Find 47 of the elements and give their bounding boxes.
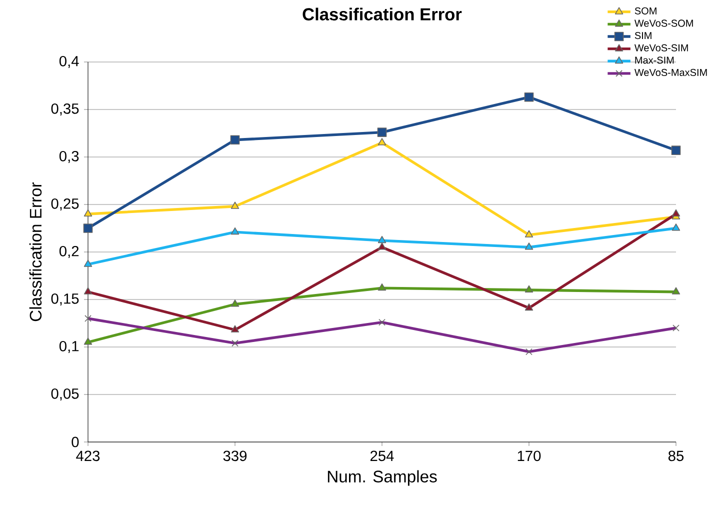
point [378,242,386,250]
point [230,325,240,332]
point [671,146,681,156]
point [524,285,534,293]
legend-label: WeVoS-SIM [634,44,688,52]
point [672,287,680,294]
point [377,128,387,137]
point [672,224,680,231]
x-tick-label: 85 [668,450,684,462]
legend-label: SOM [634,7,656,14]
point [84,260,92,267]
point [524,303,534,311]
point [83,224,93,233]
x-tick-label: 254 [370,450,394,462]
y-tick-label: 0,4 [59,56,79,68]
y-axis-title: Classification Error [29,182,42,322]
y-tick-label: 0,25 [51,198,79,211]
y-tick-label: 0,2 [59,246,79,258]
x-axis-title: Num. Samples [328,470,437,486]
y-tick-label: 0,1 [59,340,79,354]
y-tick-label: 0 [72,436,79,448]
point [672,209,680,217]
point [524,230,534,238]
y-tick-label: 0,3 [59,150,79,164]
point [524,92,534,102]
point [84,338,92,345]
point [524,242,534,250]
point [84,287,92,294]
legend-label: WeVoS-MaxSIM [634,68,707,76]
x-tick-label: 339 [223,450,247,462]
x-tick-label: 423 [76,450,100,462]
point [230,202,240,209]
point [230,135,240,145]
legend-label: Max-SIM [635,56,674,64]
point [230,300,240,307]
y-tick-label: 0,05 [51,388,79,401]
point [378,283,386,291]
chart-title: Classification Error [302,8,462,20]
legend-label: WeVoS-SOM [634,20,693,27]
y-tick-label: 0,15 [51,293,79,306]
point [84,209,92,217]
point [230,227,240,235]
y-tick-label: 0,35 [51,103,79,116]
point [378,236,386,244]
x-tick-label: 170 [518,450,541,462]
legend-label: SIM [634,32,652,40]
point [378,138,386,146]
